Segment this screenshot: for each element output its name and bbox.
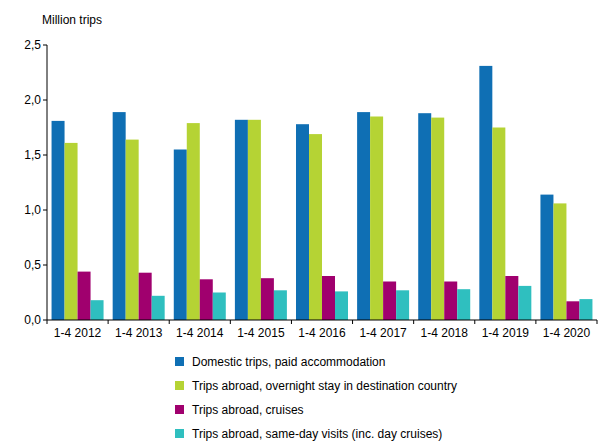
bar [444, 282, 457, 321]
y-tick [43, 320, 47, 321]
legend-label: Trips abroad, cruises [192, 403, 304, 417]
y-tick-label: 2,5 [24, 38, 41, 52]
bar [309, 134, 322, 320]
y-tick [43, 155, 47, 156]
legend-label: Domestic trips, paid accommodation [192, 355, 385, 369]
x-tick-label: 1-4 2013 [115, 326, 163, 340]
y-tick-label: 0,0 [24, 313, 41, 327]
bar [126, 140, 139, 320]
bar [261, 278, 274, 320]
bar [479, 66, 492, 320]
bar [248, 120, 261, 320]
y-tick [43, 45, 47, 46]
y-tick [43, 265, 47, 266]
x-tick-label: 1-4 2019 [482, 326, 530, 340]
bar [335, 291, 348, 320]
bar [174, 150, 187, 321]
bar [52, 121, 65, 320]
bar [457, 289, 470, 320]
bar [213, 293, 226, 321]
x-category-tick [230, 320, 231, 324]
legend-label: Trips abroad, overnight stay in destinat… [192, 379, 457, 393]
x-category-tick [169, 320, 170, 324]
y-tick-label: 2,0 [24, 93, 41, 107]
x-category-tick [291, 320, 292, 324]
x-axis [47, 320, 597, 321]
bar [187, 123, 200, 320]
x-category-tick [474, 320, 475, 324]
bar [370, 117, 383, 321]
bar [322, 276, 335, 320]
bar [296, 124, 309, 320]
bar [113, 112, 126, 320]
bar [505, 276, 518, 320]
x-tick-label: 1-4 2012 [54, 326, 102, 340]
bar [383, 282, 396, 321]
bar [540, 195, 553, 320]
x-tick-label: 1-4 2016 [298, 326, 346, 340]
y-tick-label: 1,5 [24, 148, 41, 162]
bar [152, 296, 165, 320]
bar [200, 279, 213, 320]
x-tick-label: 1-4 2020 [543, 326, 591, 340]
x-tick-label: 1-4 2017 [359, 326, 407, 340]
legend-swatch [175, 405, 184, 414]
x-tick-label: 1-4 2014 [176, 326, 224, 340]
bar [139, 273, 152, 320]
legend-label: Trips abroad, same-day visits (inc. day … [192, 427, 442, 441]
y-axis [47, 45, 48, 320]
bar [91, 300, 104, 320]
bar [274, 290, 287, 320]
legend-swatch [175, 381, 184, 390]
bar [431, 118, 444, 320]
bar [65, 143, 78, 320]
x-category-tick [535, 320, 536, 324]
x-tick-label: 1-4 2015 [237, 326, 285, 340]
x-category-tick [413, 320, 414, 324]
bar [418, 113, 431, 320]
bar [78, 272, 91, 320]
bar [553, 203, 566, 320]
x-category-tick [47, 320, 48, 324]
x-tick-label: 1-4 2018 [421, 326, 469, 340]
bar [492, 128, 505, 321]
y-axis-title: Million trips [42, 13, 102, 27]
bar [518, 286, 531, 320]
y-tick [43, 100, 47, 101]
y-tick [43, 210, 47, 211]
x-category-tick [597, 320, 598, 324]
legend-swatch [175, 429, 184, 438]
bars [52, 66, 593, 320]
bar [396, 290, 409, 320]
bar [579, 299, 592, 320]
x-category-tick [352, 320, 353, 324]
y-tick-label: 0,5 [24, 258, 41, 272]
y-tick-label: 1,0 [24, 203, 41, 217]
chart: Million trips 0,0 0,5 1,0 1,5 2,0 2,5 1-4 2012 1… [0, 0, 614, 448]
bar [357, 112, 370, 320]
bar [566, 301, 579, 320]
legend-swatch [175, 357, 184, 366]
x-category-tick [108, 320, 109, 324]
bar [235, 120, 248, 320]
